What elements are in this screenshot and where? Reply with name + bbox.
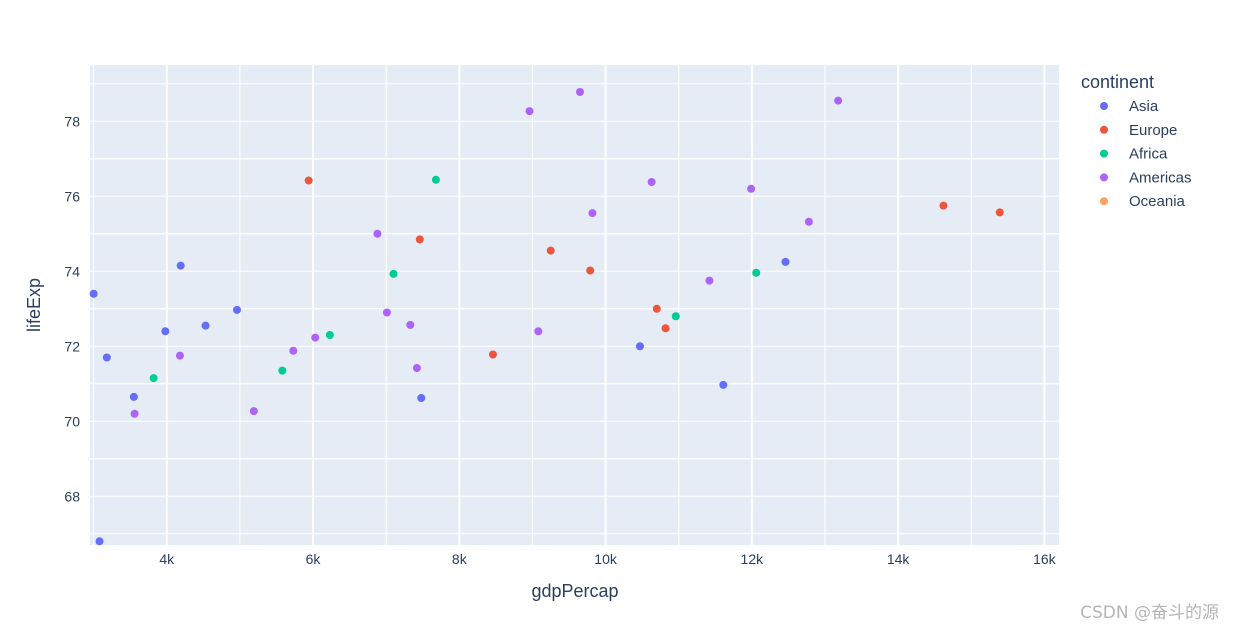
data-point-europe[interactable] bbox=[939, 201, 948, 210]
y-tick-label: 70 bbox=[64, 413, 80, 429]
data-point-americas[interactable] bbox=[534, 327, 543, 336]
watermark: CSDN @奋斗的源 bbox=[1080, 603, 1219, 623]
data-point-europe[interactable] bbox=[546, 246, 555, 255]
data-point-asia[interactable] bbox=[161, 327, 170, 336]
data-point-asia[interactable] bbox=[95, 537, 104, 546]
data-point-europe[interactable] bbox=[995, 208, 1004, 217]
data-point-asia[interactable] bbox=[417, 394, 426, 402]
data-point-asia[interactable] bbox=[176, 261, 185, 270]
x-tick-label: 10k bbox=[594, 551, 618, 567]
x-tick-label: 6k bbox=[306, 551, 322, 567]
legend-marker-americas[interactable] bbox=[1100, 173, 1108, 182]
x-tick-label: 16k bbox=[1033, 551, 1057, 567]
legend-marker-oceania[interactable] bbox=[1100, 197, 1108, 206]
x-tick-label: 14k bbox=[887, 551, 911, 567]
data-point-europe[interactable] bbox=[586, 266, 595, 275]
legend-label-americas[interactable]: Americas bbox=[1129, 169, 1192, 186]
data-point-africa[interactable] bbox=[671, 312, 680, 321]
x-tick-label: 12k bbox=[741, 551, 765, 567]
x-axis-ticks: 4k 6k 8k 10k 12k 14k 16k bbox=[159, 551, 1056, 567]
data-point-europe[interactable] bbox=[661, 324, 670, 333]
y-tick-label: 68 bbox=[64, 488, 80, 504]
legend-label-oceania[interactable]: Oceania bbox=[1129, 193, 1186, 210]
data-point-americas[interactable] bbox=[747, 184, 756, 193]
data-point-americas[interactable] bbox=[834, 96, 843, 105]
legend-label-africa[interactable]: Africa bbox=[1129, 146, 1168, 163]
legend-label-europe[interactable]: Europe bbox=[1129, 122, 1177, 139]
data-point-asia[interactable] bbox=[129, 392, 138, 401]
data-point-asia[interactable] bbox=[781, 257, 790, 266]
data-point-asia[interactable] bbox=[102, 353, 111, 362]
data-point-asia[interactable] bbox=[635, 342, 644, 351]
data-point-americas[interactable] bbox=[525, 107, 534, 116]
data-point-europe[interactable] bbox=[304, 176, 313, 185]
y-tick-label: 76 bbox=[64, 188, 80, 204]
x-axis-title: gdpPercap bbox=[531, 581, 618, 601]
data-point-africa[interactable] bbox=[149, 374, 158, 383]
data-point-americas[interactable] bbox=[373, 229, 382, 238]
data-point-americas[interactable] bbox=[175, 351, 184, 360]
data-point-asia[interactable] bbox=[201, 321, 210, 330]
y-axis-ticks: 68 70 72 74 76 78 bbox=[64, 113, 80, 504]
legend-marker-europe[interactable] bbox=[1100, 125, 1108, 134]
data-point-americas[interactable] bbox=[382, 308, 391, 317]
data-point-americas[interactable] bbox=[705, 276, 714, 285]
data-point-americas[interactable] bbox=[804, 217, 813, 226]
legend-marker-asia[interactable] bbox=[1100, 102, 1108, 110]
data-point-americas[interactable] bbox=[575, 88, 584, 96]
legend-title: continent bbox=[1081, 72, 1154, 92]
legend-marker-africa[interactable] bbox=[1100, 149, 1108, 158]
y-tick-label: 74 bbox=[64, 263, 80, 279]
data-point-europe[interactable] bbox=[652, 304, 661, 313]
legend-label-asia[interactable]: Asia bbox=[1129, 98, 1159, 115]
data-point-americas[interactable] bbox=[311, 333, 320, 342]
data-point-europe[interactable] bbox=[488, 350, 497, 359]
x-tick-label: 4k bbox=[159, 551, 175, 567]
data-points bbox=[89, 88, 1004, 546]
x-tick-label: 8k bbox=[452, 551, 468, 567]
data-point-africa[interactable] bbox=[389, 269, 398, 278]
data-point-africa[interactable] bbox=[752, 268, 761, 277]
data-point-asia[interactable] bbox=[89, 289, 98, 298]
data-point-africa[interactable] bbox=[431, 175, 440, 184]
data-point-americas[interactable] bbox=[289, 346, 298, 355]
data-point-americas[interactable] bbox=[412, 364, 421, 372]
data-point-americas[interactable] bbox=[130, 409, 139, 418]
y-tick-label: 78 bbox=[64, 113, 80, 129]
grid-lines bbox=[90, 65, 1059, 545]
data-point-americas[interactable] bbox=[647, 178, 656, 186]
y-tick-label: 72 bbox=[64, 338, 80, 354]
legend[interactable]: continent Asia Europe Africa Americas Oceani… bbox=[1081, 72, 1192, 210]
data-point-africa[interactable] bbox=[325, 331, 334, 339]
y-axis-title: lifeExp bbox=[24, 278, 44, 332]
data-point-americas[interactable] bbox=[588, 209, 597, 218]
data-point-asia[interactable] bbox=[719, 380, 728, 389]
data-point-europe[interactable] bbox=[415, 235, 424, 244]
data-point-africa[interactable] bbox=[278, 366, 287, 375]
data-point-asia[interactable] bbox=[232, 305, 241, 314]
data-point-americas[interactable] bbox=[249, 407, 258, 416]
plot-background bbox=[90, 65, 1059, 545]
data-point-americas[interactable] bbox=[406, 320, 415, 329]
